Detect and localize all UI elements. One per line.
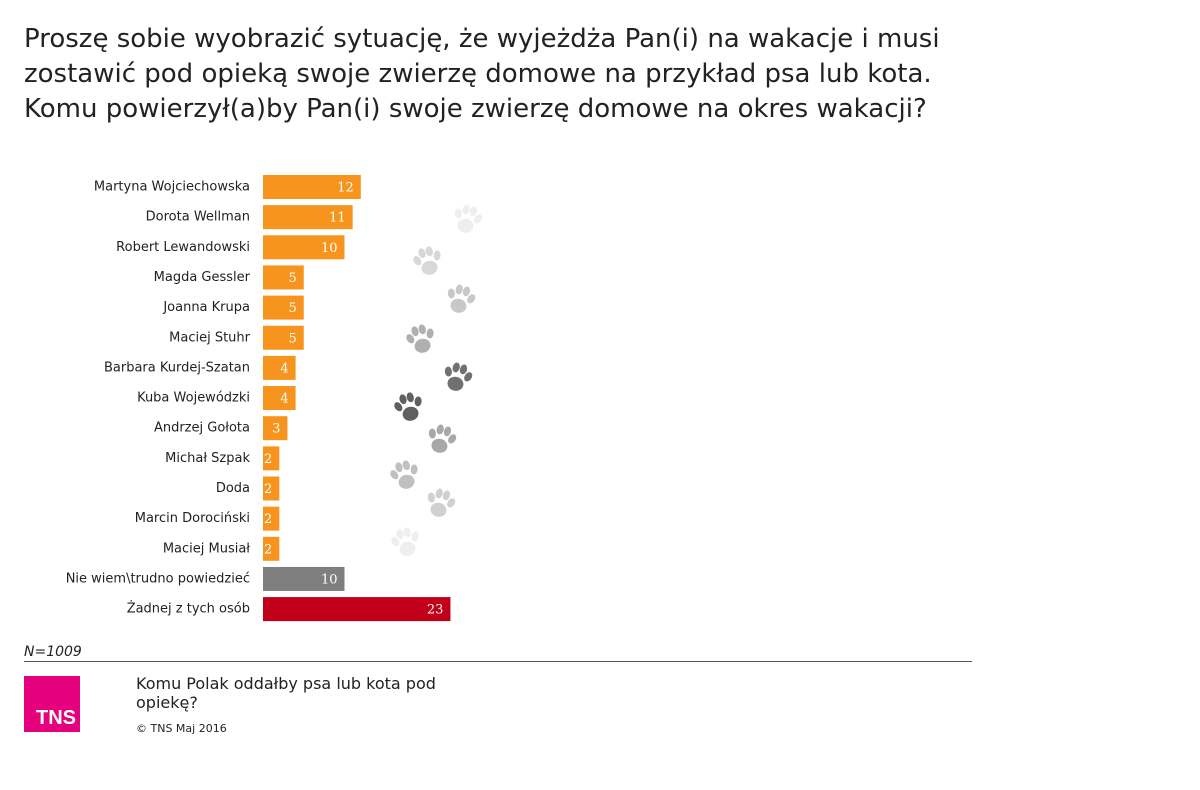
- value-label: 11: [329, 211, 346, 226]
- bar: [263, 325, 304, 350]
- value-label: 12: [337, 181, 354, 196]
- value-label: 10: [321, 241, 338, 256]
- value-label: 4: [280, 392, 288, 407]
- bar: [263, 175, 361, 199]
- bar: [263, 536, 280, 561]
- category-label: Michał Szpak: [165, 451, 250, 466]
- chart: Martyna Wojciechowska 12 Dorota Wellman 11 R…: [66, 175, 486, 622]
- bar: [263, 205, 353, 230]
- category-label: Nie wiem\trudno powiedzieć: [66, 571, 250, 586]
- value-label: 3: [272, 422, 280, 437]
- value-label: 2: [264, 512, 272, 527]
- category-label: Maciej Musiał: [163, 541, 250, 556]
- value-label: 10: [321, 572, 338, 587]
- bar: [263, 566, 345, 591]
- value-label: 23: [427, 603, 444, 618]
- category-label: Kuba Wojewódzki: [137, 391, 250, 406]
- category-label: Dorota Wellman: [146, 210, 250, 225]
- value-label: 5: [288, 301, 296, 316]
- value-label: 5: [288, 331, 296, 346]
- category-label: Barbara Kurdej-Szatan: [104, 360, 250, 375]
- bar: [263, 386, 296, 411]
- value-label: 2: [264, 452, 272, 467]
- bar: [263, 446, 280, 471]
- category-label: Joanna Krupa: [162, 300, 250, 315]
- value-label: 2: [264, 542, 272, 557]
- bar: [263, 597, 451, 622]
- value-label: 5: [288, 271, 296, 286]
- bar: [263, 476, 280, 501]
- bar: [263, 265, 304, 290]
- sample-size: N=1009: [24, 644, 82, 660]
- footer-title: Komu Polak oddałby psa lub kota pod opie…: [136, 674, 436, 712]
- source: © TNS Maj 2016: [136, 722, 227, 735]
- category-label: Maciej Stuhr: [169, 330, 251, 345]
- logo: TNS: [24, 676, 80, 732]
- chart-title: Proszę sobie wyobrazić sytuację, że wyje…: [24, 24, 940, 124]
- category-label: Marcin Dorociński: [135, 511, 250, 526]
- category-label: Robert Lewandowski: [116, 240, 250, 255]
- bar: [263, 506, 280, 531]
- bar: [263, 416, 288, 441]
- value-label: 4: [280, 361, 288, 376]
- category-label: Magda Gessler: [154, 270, 251, 285]
- paw-prints: [386, 201, 486, 560]
- category-label: Doda: [216, 481, 250, 496]
- divider: [24, 661, 972, 662]
- logo-text: TNS: [36, 707, 76, 729]
- bar: [263, 235, 345, 260]
- category-label: Martyna Wojciechowska: [94, 180, 250, 195]
- bar: [263, 295, 304, 320]
- category-label: Żadnej z tych osób: [127, 601, 250, 617]
- category-label: Andrzej Gołota: [154, 421, 250, 436]
- bar: [263, 355, 296, 380]
- value-label: 2: [264, 482, 272, 497]
